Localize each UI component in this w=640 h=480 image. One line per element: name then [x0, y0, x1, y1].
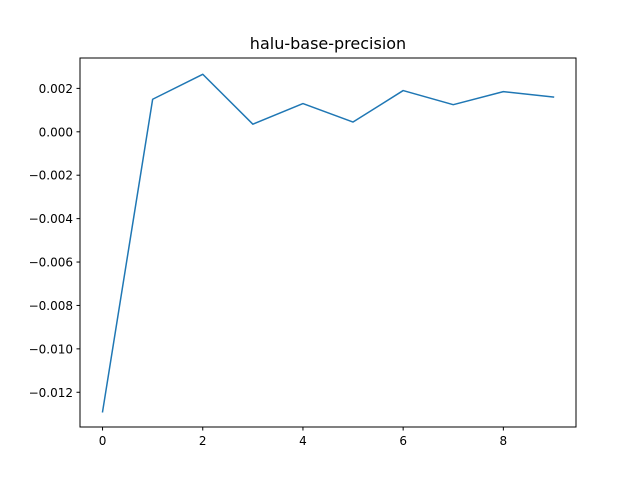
x-tick-label: 4	[299, 434, 307, 448]
x-tick-label: 8	[500, 434, 508, 448]
series-line-0	[101, 73, 555, 413]
y-tick-label: −0.002	[29, 169, 73, 183]
y-tick-label: −0.006	[29, 256, 73, 270]
y-tick-label: 0.000	[39, 125, 73, 139]
y-tick-label: −0.004	[29, 212, 73, 226]
y-axis: −0.012 −0.010 −0.008 −0.006 −0.004 −0.002 0.00…	[29, 82, 80, 400]
axes-frame	[79, 57, 577, 428]
plot-area	[101, 73, 555, 413]
chart-title: halu-base-precision	[250, 34, 406, 53]
y-tick-label: 0.002	[39, 82, 73, 96]
y-tick-label: −0.012	[29, 386, 73, 400]
x-axis: 0 2 4 6 8	[99, 427, 507, 448]
x-tick-label: 2	[199, 434, 207, 448]
x-tick-label: 6	[399, 434, 407, 448]
x-tick-label: 0	[99, 434, 107, 448]
y-tick-label: −0.008	[29, 299, 73, 313]
y-tick-label: −0.010	[29, 342, 73, 356]
